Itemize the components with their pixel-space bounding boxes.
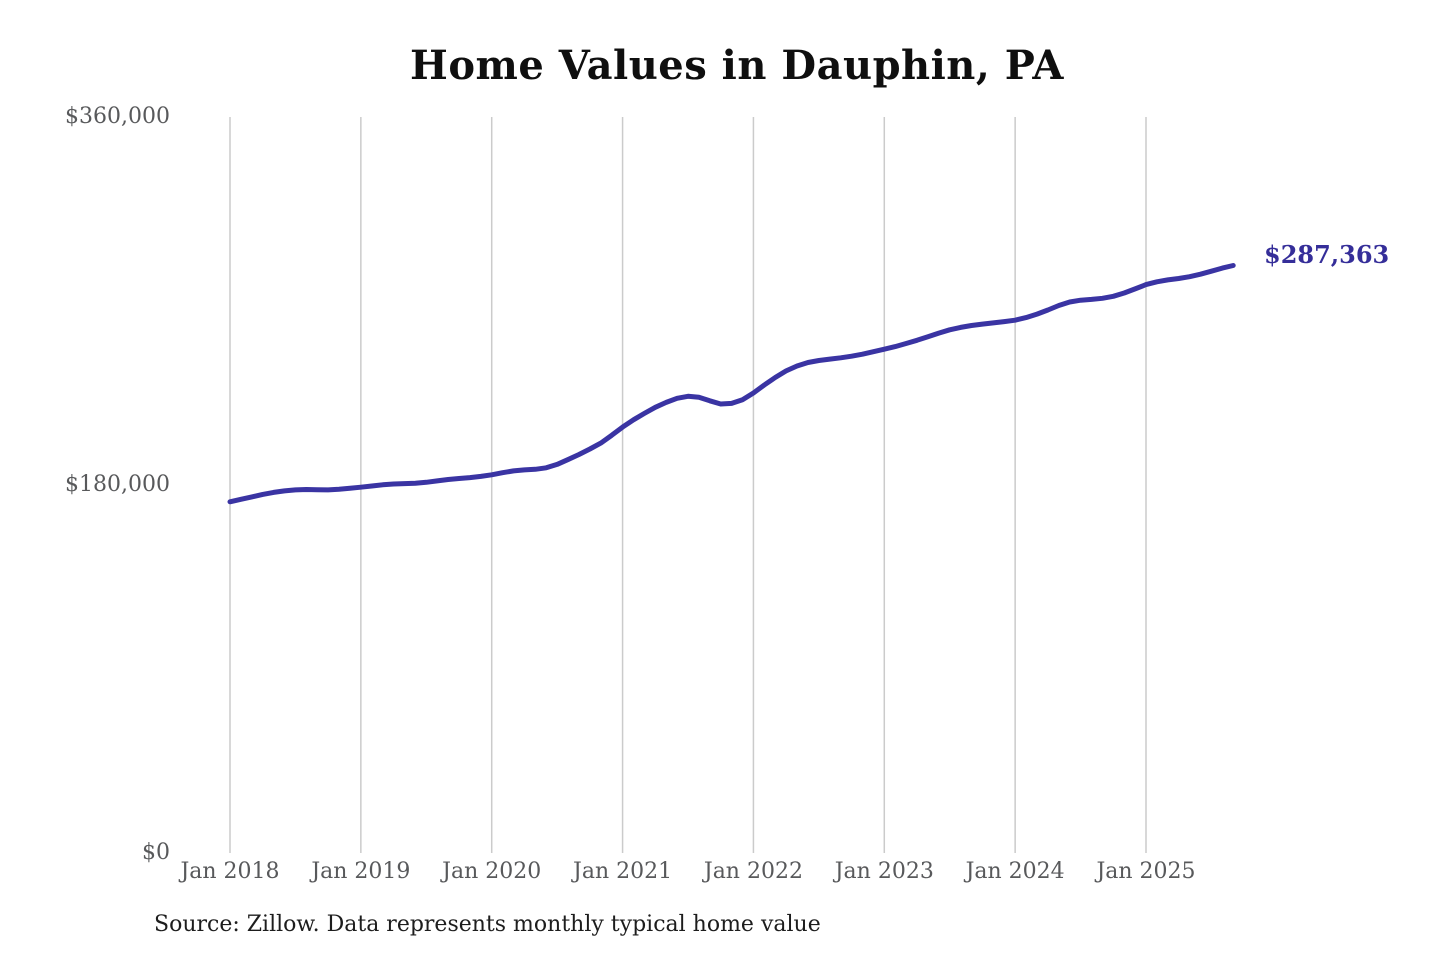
x-tick-jan-2025: Jan 2025 <box>1096 859 1196 884</box>
y-tick-0: $0 <box>142 840 170 865</box>
y-tick-360000: $360,000 <box>65 104 170 129</box>
x-tick-jan-2019: Jan 2019 <box>311 859 411 884</box>
home-values-line <box>227 263 1236 505</box>
x-tick-jan-2020: Jan 2020 <box>442 859 542 884</box>
x-tick-jan-2021: Jan 2021 <box>573 859 673 884</box>
last-value-label: $287,363 <box>1264 240 1390 269</box>
x-tick-jan-2024: Jan 2024 <box>965 859 1065 884</box>
y-tick-180000: $180,000 <box>65 472 170 497</box>
x-tick-jan-2018: Jan 2018 <box>180 859 280 884</box>
x-tick-jan-2022: Jan 2022 <box>703 859 803 884</box>
chart-title: Home Values in Dauphin, PA <box>410 42 1064 89</box>
source-note: Source: Zillow. Data represents monthly … <box>154 912 821 937</box>
x-tick-jan-2023: Jan 2023 <box>834 859 934 884</box>
